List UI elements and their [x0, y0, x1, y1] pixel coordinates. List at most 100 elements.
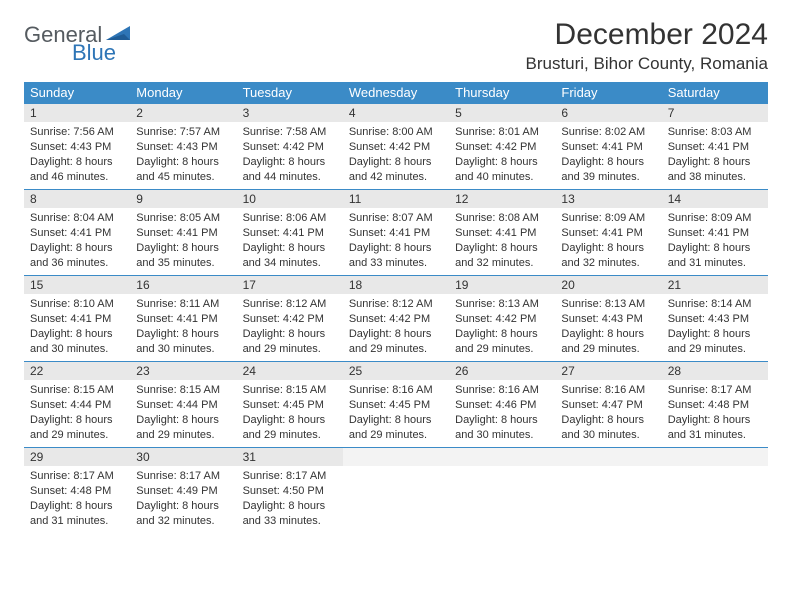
sunset-line: Sunset: 4:48 PM [30, 485, 111, 497]
day-details: Sunrise: 8:01 AMSunset: 4:42 PMDaylight:… [449, 122, 555, 188]
sunset-line: Sunset: 4:42 PM [243, 141, 324, 153]
day-details: Sunrise: 8:14 AMSunset: 4:43 PMDaylight:… [662, 294, 768, 360]
calendar-day-cell [555, 448, 661, 534]
day-details: Sunrise: 8:13 AMSunset: 4:43 PMDaylight:… [555, 294, 661, 360]
daylight-line: Daylight: 8 hours and 32 minutes. [561, 242, 644, 269]
empty-day [449, 448, 555, 466]
day-number: 27 [555, 362, 661, 380]
sunset-line: Sunset: 4:41 PM [243, 227, 324, 239]
sunrise-line: Sunrise: 8:16 AM [561, 384, 645, 396]
sunrise-line: Sunrise: 8:12 AM [243, 298, 327, 310]
daylight-line: Daylight: 8 hours and 45 minutes. [136, 156, 219, 183]
sunrise-line: Sunrise: 8:04 AM [30, 212, 114, 224]
sunrise-line: Sunrise: 8:03 AM [668, 126, 752, 138]
weekday-header: Monday [130, 82, 236, 104]
calendar-day-cell: 8Sunrise: 8:04 AMSunset: 4:41 PMDaylight… [24, 190, 130, 276]
calendar-week-row: 8Sunrise: 8:04 AMSunset: 4:41 PMDaylight… [24, 190, 768, 276]
day-number: 9 [130, 190, 236, 208]
weekday-header: Wednesday [343, 82, 449, 104]
sunset-line: Sunset: 4:44 PM [136, 399, 217, 411]
day-details: Sunrise: 8:09 AM Sunset: 4:41 PM Daylight:… [555, 208, 661, 274]
day-details: Sunrise: 7:56 AMSunset: 4:43 PMDaylight:… [24, 122, 130, 188]
calendar-day-cell: 5Sunrise: 8:01 AMSunset: 4:42 PMDaylight… [449, 104, 555, 190]
calendar-week-row: 1Sunrise: 7:56 AMSunset: 4:43 PMDaylight… [24, 104, 768, 190]
day-details: Sunrise: 8:13 AMSunset: 4:42 PMDaylight:… [449, 294, 555, 360]
sunset-line: Sunset: 4:43 PM [561, 313, 642, 325]
day-details: Sunrise: 8:12 AMSunset: 4:42 PMDaylight:… [237, 294, 343, 360]
sunset-line: Sunset: 4:49 PM [136, 485, 217, 497]
calendar-day-cell: 11Sunrise: 8:07 AMSunset: 4:41 PMDayligh… [343, 190, 449, 276]
empty-day [343, 448, 449, 466]
daylight-line: Daylight: 8 hours and 29 minutes. [668, 328, 751, 355]
sunset-line: Sunset: 4:48 PM [668, 399, 749, 411]
day-details: Sunrise: 8:02 AMSunset: 4:41 PMDaylight:… [555, 122, 661, 188]
daylight-line: Daylight: 8 hours and 29 minutes. [243, 414, 326, 441]
day-number: 4 [343, 104, 449, 122]
header: General Blue December 2024 Brusturi, Bih… [24, 18, 768, 74]
day-details: Sunrise: 8:12 AMSunset: 4:42 PMDaylight:… [343, 294, 449, 360]
sunrise-line: Sunrise: 8:17 AM [136, 470, 220, 482]
calendar-day-cell [343, 448, 449, 534]
calendar-day-cell: 13Sunrise: 8:09 AMSunset: 4:41 PMDayligh… [555, 190, 661, 276]
sunrise-line: Sunrise: 8:09 AM [561, 212, 645, 224]
daylight-line: Daylight: 8 hours and 42 minutes. [349, 156, 432, 183]
calendar-day-cell [449, 448, 555, 534]
day-number: 18 [343, 276, 449, 294]
sunset-line: Sunset: 4:41 PM [30, 227, 111, 239]
sunset-line: Sunset: 4:43 PM [136, 141, 217, 153]
sunset-line: Sunset: 4:41 PM [668, 227, 749, 239]
day-details: Sunrise: 8:08 AMSunset: 4:41 PMDaylight:… [449, 208, 555, 274]
sunset-line: Sunset: 4:41 PM [136, 313, 217, 325]
sunrise-line: Sunrise: 8:11 AM [136, 298, 219, 310]
day-number: 22 [24, 362, 130, 380]
header-right: December 2024 Brusturi, Bihor County, Ro… [525, 18, 768, 74]
daylight-line: Daylight: 8 hours and 29 minutes. [30, 414, 113, 441]
weekday-header: Friday [555, 82, 661, 104]
sunset-line: Sunset: 4:46 PM [455, 399, 536, 411]
weekday-header: Saturday [662, 82, 768, 104]
day-details: Sunrise: 7:57 AM Sunset: 4:43 PM Daylight:… [130, 122, 236, 188]
sunrise-line: Sunrise: 7:56 AM [30, 126, 114, 138]
day-details: Sunrise: 8:16 AMSunset: 4:45 PMDaylight:… [343, 380, 449, 446]
sunset-line: Sunset: 4:41 PM [561, 227, 642, 239]
sunrise-line: Sunrise: 8:17 AM [243, 470, 327, 482]
daylight-line: Daylight: 8 hours and 36 minutes. [30, 242, 113, 269]
sunrise-line: Sunrise: 7:57 AM [136, 126, 220, 138]
sunset-line: Sunset: 4:45 PM [243, 399, 324, 411]
daylight-line: Daylight: 8 hours and 32 minutes. [136, 500, 219, 527]
sunset-line: Sunset: 4:42 PM [455, 141, 536, 153]
day-details: Sunrise: 8:17 AMSunset: 4:50 PMDaylight:… [237, 466, 343, 532]
day-number: 12 [449, 190, 555, 208]
calendar-day-cell: 24Sunrise: 8:15 AMSunset: 4:45 PMDayligh… [237, 362, 343, 448]
day-number: 7 [662, 104, 768, 122]
calendar-table: SundayMondayTuesdayWednesdayThursdayFrid… [24, 82, 768, 534]
sunrise-line: Sunrise: 8:02 AM [561, 126, 645, 138]
calendar-day-cell: 28Sunrise: 8:17 AMSunset: 4:48 PMDayligh… [662, 362, 768, 448]
calendar-day-cell: 21Sunrise: 8:14 AMSunset: 4:43 PMDayligh… [662, 276, 768, 362]
sunrise-line: Sunrise: 8:15 AM [136, 384, 220, 396]
day-number: 1 [24, 104, 130, 122]
sunset-line: Sunset: 4:41 PM [561, 141, 642, 153]
day-number: 30 [130, 448, 236, 466]
daylight-line: Daylight: 8 hours and 31 minutes. [668, 242, 751, 269]
day-details: Sunrise: 8:15 AMSunset: 4:44 PMDaylight:… [130, 380, 236, 446]
sunrise-line: Sunrise: 8:05 AM [136, 212, 220, 224]
sunset-line: Sunset: 4:47 PM [561, 399, 642, 411]
sunset-line: Sunset: 4:41 PM [136, 227, 217, 239]
sunrise-line: Sunrise: 8:16 AM [455, 384, 539, 396]
day-number: 6 [555, 104, 661, 122]
day-number: 14 [662, 190, 768, 208]
day-number: 10 [237, 190, 343, 208]
daylight-line: Daylight: 8 hours and 31 minutes. [30, 500, 113, 527]
calendar-day-cell [662, 448, 768, 534]
weekday-header: Tuesday [237, 82, 343, 104]
sunrise-line: Sunrise: 8:09 AM [668, 212, 752, 224]
calendar-day-cell: 3Sunrise: 7:58 AMSunset: 4:42 PMDaylight… [237, 104, 343, 190]
day-details: Sunrise: 8:05 AMSunset: 4:41 PMDaylight:… [130, 208, 236, 274]
calendar-day-cell: 14 Sunrise: 8:09 AM Sunset: 4:41 PM Dayligh… [662, 190, 768, 276]
calendar-day-cell: 26Sunrise: 8:16 AMSunset: 4:46 PMDayligh… [449, 362, 555, 448]
day-number: 21 [662, 276, 768, 294]
daylight-line: Daylight: 8 hours and 29 minutes. [349, 328, 432, 355]
day-number: 24 [237, 362, 343, 380]
calendar-day-cell: 17Sunrise: 8:12 AMSunset: 4:42 PMDayligh… [237, 276, 343, 362]
